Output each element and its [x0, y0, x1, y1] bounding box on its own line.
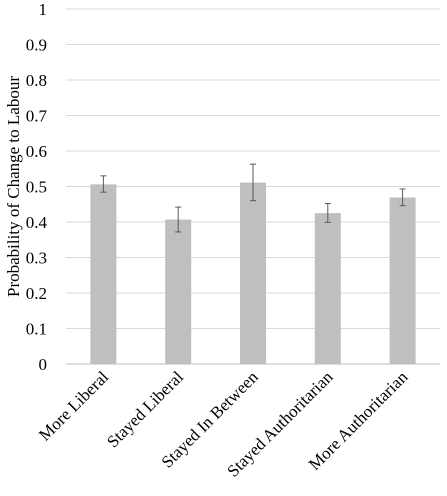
x-category-label: Stayed Liberal [103, 367, 187, 451]
y-axis-title: Probability of Change to Labour [4, 76, 23, 297]
y-tick-label: 0.9 [26, 36, 47, 55]
error-bar [324, 203, 331, 223]
bar [90, 184, 117, 364]
y-tick-label: 0.3 [26, 249, 47, 268]
bars [90, 182, 416, 364]
bar [165, 219, 192, 364]
y-tick-label: 0.7 [26, 107, 48, 126]
error-bar [250, 163, 256, 202]
error-bar [175, 206, 182, 233]
bar [314, 213, 341, 364]
y-tick-label: 0 [39, 355, 48, 374]
error-bar [100, 175, 107, 193]
y-tick-label: 1 [39, 0, 48, 19]
y-tick-label: 0.1 [26, 320, 47, 339]
y-tick-label: 0.4 [26, 213, 48, 232]
y-axis-ticks: 0 0.1 0.2 0.3 0.4 0.5 0.6 0.7 0.8 0.9 1 [26, 0, 48, 374]
error-bar [399, 188, 406, 207]
y-tick-label: 0.2 [26, 284, 47, 303]
bar [240, 182, 266, 364]
y-tick-label: 0.5 [26, 178, 47, 197]
y-tick-label: 0.6 [26, 142, 47, 161]
x-category-label: More Liberal [35, 367, 112, 444]
error-bars [100, 163, 406, 233]
y-tick-label: 0.8 [26, 71, 47, 90]
bar [389, 197, 416, 364]
